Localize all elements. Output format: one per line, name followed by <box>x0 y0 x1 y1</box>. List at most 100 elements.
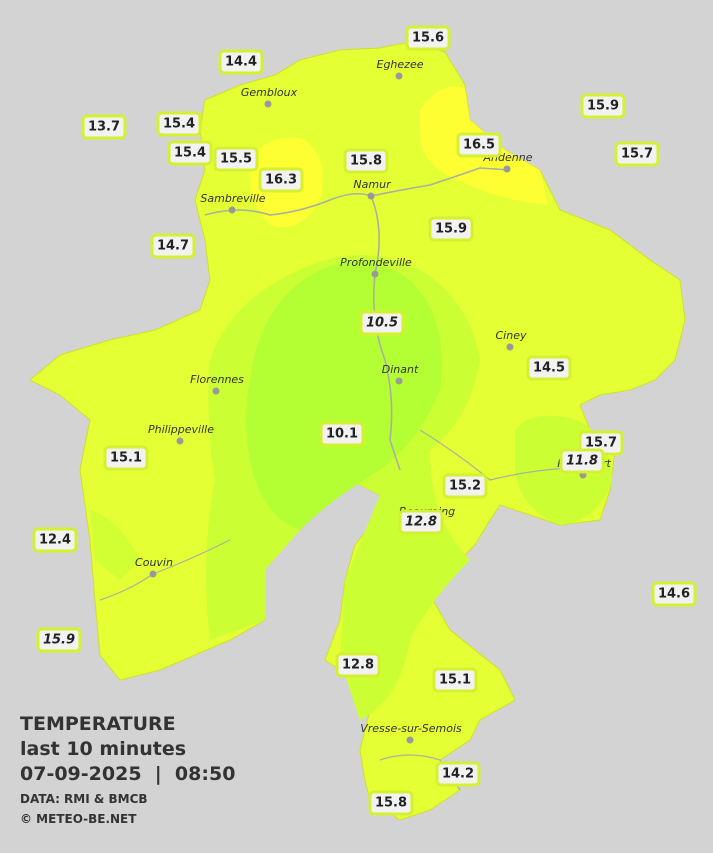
station: 15.9 <box>580 93 626 119</box>
station-value: 15.5 <box>220 152 252 167</box>
station-value: 15.6 <box>412 31 444 46</box>
station-box <box>343 148 389 174</box>
datetime: 07-09-2025 | 08:50 <box>20 763 235 785</box>
city-dot <box>371 270 379 278</box>
station: 11.8 <box>559 448 605 474</box>
station-box <box>32 527 78 553</box>
station-value: 15.7 <box>585 436 617 451</box>
station: 14.4 <box>218 49 264 75</box>
station: 16.3 <box>258 167 304 193</box>
station: 15.8 <box>343 148 389 174</box>
station-box <box>614 141 660 167</box>
station-box <box>218 49 264 75</box>
station-box <box>36 627 82 653</box>
city-dot <box>149 570 157 578</box>
station-box <box>335 652 381 678</box>
station-value: 15.4 <box>163 117 195 132</box>
station-value: 12.8 <box>342 658 374 673</box>
station-box <box>559 448 605 474</box>
city-dot <box>506 343 514 351</box>
stations: 15.6 14.4 13.7 15.4 15.4 15.5 16.3 15.8 16.5 15.9… <box>32 25 697 816</box>
station-value: 15.9 <box>43 633 75 648</box>
city-dot <box>395 377 403 385</box>
station-value: 12.8 <box>405 515 437 530</box>
city-label: Florennes <box>190 373 244 386</box>
station: 15.2 <box>442 473 488 499</box>
station-value: 14.7 <box>157 239 189 254</box>
station-box <box>167 140 213 166</box>
station-value: 12.4 <box>39 533 71 548</box>
subtitle: last 10 minutes <box>20 738 186 760</box>
station: 15.6 <box>405 25 451 51</box>
station-value: 15.1 <box>110 451 142 466</box>
station-box <box>651 581 697 607</box>
source: DATA: RMI & BMCB <box>20 792 148 806</box>
station: 12.8 <box>335 652 381 678</box>
station: 13.7 <box>81 114 127 140</box>
station-value: 15.7 <box>621 147 653 162</box>
city-dot <box>503 165 511 173</box>
station: 14.6 <box>651 581 697 607</box>
city-dot <box>395 72 403 80</box>
city-dot <box>176 437 184 445</box>
city-label: Gembloux <box>241 86 298 99</box>
station-box <box>213 146 259 172</box>
station-value: 10.1 <box>326 427 358 442</box>
station-box <box>81 114 127 140</box>
station: 12.8 <box>398 509 444 535</box>
station-box <box>103 445 149 471</box>
station-box <box>432 667 478 693</box>
station-value: 14.6 <box>658 587 690 602</box>
station-value: 15.8 <box>350 154 382 169</box>
station-box <box>405 25 451 51</box>
station: 15.4 <box>167 140 213 166</box>
river <box>204 167 511 216</box>
city-dot <box>212 387 220 395</box>
station-box <box>368 790 414 816</box>
station-box <box>398 509 444 535</box>
station-value: 15.8 <box>375 796 407 811</box>
credit: © METEO-BE.NET <box>20 812 137 826</box>
title: TEMPERATURE <box>20 713 176 735</box>
station-box <box>428 216 474 242</box>
station-value: 10.5 <box>366 316 398 331</box>
station-box <box>258 167 304 193</box>
station-value: 16.5 <box>463 138 495 153</box>
station: 16.5 <box>456 132 502 158</box>
station: 15.1 <box>103 445 149 471</box>
city-dot <box>228 206 236 214</box>
station-box <box>359 310 405 336</box>
river <box>379 754 461 791</box>
station-value: 13.7 <box>88 120 120 135</box>
station-box <box>580 93 626 119</box>
city-dot <box>264 100 272 108</box>
city-dot <box>406 736 414 744</box>
station-value: 15.4 <box>174 146 206 161</box>
station-box <box>456 132 502 158</box>
station-value: 14.4 <box>225 55 257 70</box>
station-value: 16.3 <box>265 173 297 188</box>
cool-zone <box>90 510 140 580</box>
station-value: 15.2 <box>449 479 481 494</box>
station: 12.4 <box>32 527 78 553</box>
station: 15.5 <box>213 146 259 172</box>
station-box <box>442 473 488 499</box>
city-label: Sambreville <box>200 192 265 205</box>
city-label: Couvin <box>135 556 173 569</box>
city-label: Profondeville <box>340 256 412 269</box>
station-value: 15.9 <box>587 99 619 114</box>
city-label: Ciney <box>496 329 527 342</box>
city-label: Dinant <box>382 363 419 376</box>
station-box <box>150 233 196 259</box>
station: 15.7 <box>614 141 660 167</box>
station: 14.5 <box>526 355 572 381</box>
station: 10.1 <box>319 421 365 447</box>
station: 14.7 <box>150 233 196 259</box>
station-value: 14.5 <box>533 361 565 376</box>
station-box <box>319 421 365 447</box>
station: 15.4 <box>156 111 202 137</box>
river <box>419 429 571 481</box>
city-label: Namur <box>353 178 392 191</box>
station-value: 14.2 <box>442 767 474 782</box>
station-value: 15.1 <box>439 673 471 688</box>
